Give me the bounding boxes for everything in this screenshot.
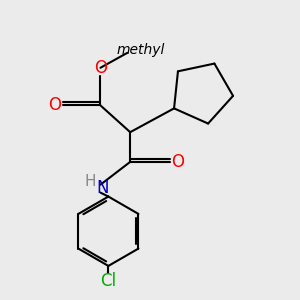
Text: O: O: [48, 96, 62, 114]
Text: methyl: methyl: [117, 43, 165, 57]
Text: N: N: [96, 178, 109, 196]
Text: O: O: [171, 153, 184, 171]
Text: Cl: Cl: [100, 272, 116, 290]
Text: H: H: [85, 174, 96, 189]
Text: O: O: [94, 59, 107, 77]
